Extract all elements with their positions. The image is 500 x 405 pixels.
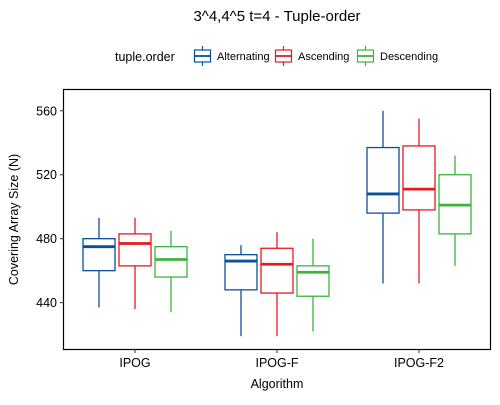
box-iqr [154, 246, 188, 278]
y-tick-label: 440 [36, 296, 57, 310]
box-iqr [118, 233, 152, 267]
box-iqr [366, 146, 400, 214]
legend-item-alternating: Alternating [193, 46, 270, 66]
box-ipog-alternating [82, 217, 116, 308]
legend-label: Ascending [298, 51, 349, 63]
box-ipog-f2-descending [438, 155, 472, 266]
box-ipog-f2-ascending [402, 118, 436, 284]
legend: tuple.order Alternating Ascending Descendi… [115, 46, 438, 66]
chart-title: 3^4,4^5 t=4 - Tuple-order [193, 8, 360, 25]
x-tick-label: IPOG-F [255, 356, 298, 370]
box-iqr [402, 145, 436, 211]
legend-label: Alternating [217, 51, 270, 63]
x-tick-label: IPOG-F2 [394, 356, 444, 370]
y-tick-label: 520 [36, 168, 57, 182]
legend-title: tuple.order [115, 50, 175, 64]
y-tick-label: 480 [36, 232, 57, 246]
box-iqr [82, 238, 116, 272]
x-axis-label: Algorithm [251, 377, 304, 391]
box-ipog-f-alternating [224, 245, 258, 337]
y-axis-label: Covering Array Size (N) [7, 154, 21, 285]
x-tick-label: IPOG [119, 356, 150, 370]
box-ipog-f2-alternating [366, 110, 400, 284]
box-iqr [296, 265, 330, 297]
legend-label: Descending [380, 51, 438, 63]
box-ipog-ascending [118, 217, 152, 310]
legend-item-ascending: Ascending [274, 46, 349, 66]
box-iqr [260, 247, 294, 294]
legend-item-descending: Descending [356, 46, 438, 66]
box-ipog-f-ascending [260, 232, 294, 337]
box-ipog-descending [154, 230, 188, 313]
box-ipog-f-descending [296, 238, 330, 332]
y-tick-label: 560 [36, 104, 57, 118]
